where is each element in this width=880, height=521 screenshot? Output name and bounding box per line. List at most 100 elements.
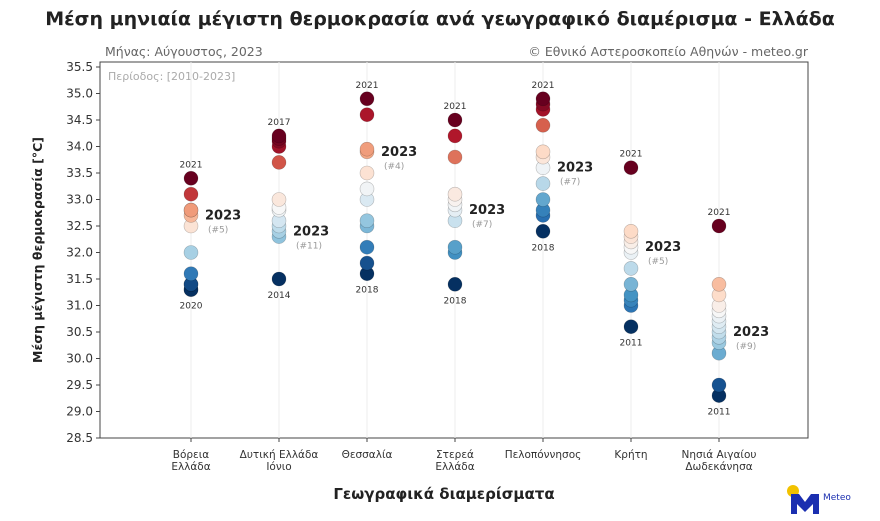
x-tick-label: Ελλάδα: [435, 461, 474, 473]
subtitle-month: Μήνας: Αύγουστος, 2023: [105, 44, 263, 59]
data-point: [183, 171, 199, 186]
data-point: [623, 319, 639, 335]
y-axis-label: Μέση μέγιστη θερμοκρασία [°C]: [30, 137, 45, 363]
data-point: [359, 181, 375, 197]
meteo-logo: Meteo: [785, 484, 875, 516]
data-point: [183, 186, 199, 202]
data-point: [711, 377, 727, 393]
y-tick-label: 29.5: [66, 378, 93, 392]
data-point: [535, 176, 551, 191]
x-tick-label: Βόρεια: [173, 449, 210, 461]
data-point: [711, 276, 727, 292]
y-tick-label: 35.0: [66, 87, 93, 101]
y-tick-label: 30.0: [66, 352, 93, 366]
data-point: [447, 276, 463, 292]
subtitle-credit: © Εθνικό Αστεροσκοπείο Αθηνών - meteo.gr: [528, 44, 808, 59]
data-point: [711, 218, 727, 234]
max-year-label: 2021: [356, 81, 379, 91]
max-year-label: 2021: [444, 102, 467, 112]
data-point: [447, 239, 463, 255]
max-year-label: 2021: [708, 208, 731, 218]
data-point: [359, 255, 375, 271]
data-point: [183, 245, 199, 260]
highlight-rank-label: (#7): [560, 178, 580, 188]
data-point: [183, 202, 199, 218]
y-tick-label: 35.5: [66, 60, 93, 74]
highlight-year-label: 2023: [469, 203, 505, 218]
max-year-label: 2017: [268, 118, 291, 128]
data-point: [359, 213, 375, 228]
svg-text:Meteo: Meteo: [823, 493, 851, 503]
max-year-label: 2021: [620, 150, 643, 160]
y-tick-label: 28.5: [66, 431, 93, 445]
highlight-year-label: 2023: [557, 161, 593, 176]
data-point: [359, 239, 375, 255]
highlight-rank-label: (#9): [736, 342, 756, 352]
y-tick-label: 34.5: [66, 113, 93, 127]
y-tick-label: 29.0: [66, 405, 93, 419]
min-year-label: 2011: [708, 408, 731, 418]
y-tick-label: 31.0: [66, 299, 93, 313]
max-year-label: 2021: [532, 81, 555, 91]
data-point: [623, 261, 639, 276]
highlight-year-label: 2023: [733, 325, 769, 340]
highlight-rank-label: (#4): [384, 162, 404, 172]
highlight-rank-label: (#11): [296, 241, 322, 251]
x-tick-label: Ιόνιο: [266, 461, 291, 473]
highlight-year-label: 2023: [645, 240, 681, 255]
x-tick-label: Δυτική Ελλάδα: [240, 449, 319, 461]
min-year-label: 2014: [268, 291, 291, 301]
chart-title: Μέση μηνιαία μέγιστη θερμοκρασία ανά γεω…: [45, 8, 835, 30]
data-point: [359, 165, 375, 181]
data-point: [535, 224, 551, 239]
data-point: [183, 266, 199, 282]
data-point: [359, 91, 375, 107]
data-point: [535, 144, 551, 160]
highlight-rank-label: (#5): [208, 225, 228, 235]
x-tick-label: Νησιά Αιγαίου: [682, 449, 757, 461]
data-point: [271, 192, 287, 207]
min-year-label: 2018: [356, 286, 379, 296]
data-point: [623, 224, 639, 239]
y-tick-label: 32.5: [66, 219, 93, 233]
data-point: [623, 160, 639, 175]
data-point: [447, 112, 463, 128]
x-tick-label: Δωδεκάνησα: [685, 461, 752, 473]
x-axis-label: Γεωγραφικά διαμερίσματα: [333, 485, 554, 503]
data-point: [271, 271, 287, 287]
y-tick-label: 33.0: [66, 193, 93, 207]
y-tick-label: 33.5: [66, 166, 93, 180]
data-point: [623, 276, 639, 292]
y-tick-label: 30.5: [66, 325, 93, 339]
data-point: [535, 118, 551, 133]
data-point: [447, 128, 463, 144]
data-point: [271, 155, 287, 170]
y-tick-label: 32.0: [66, 246, 93, 260]
highlight-rank-label: (#7): [472, 220, 492, 230]
data-point: [359, 141, 375, 157]
min-year-label: 2018: [532, 243, 555, 253]
min-year-label: 2011: [620, 339, 643, 349]
x-tick-label: Στερεά: [436, 449, 474, 461]
highlight-rank-label: (#5): [648, 257, 668, 267]
data-point: [535, 192, 551, 207]
x-tick-label: Θεσσαλία: [342, 449, 393, 461]
x-tick-label: Κρήτη: [614, 449, 647, 461]
min-year-label: 2018: [444, 296, 467, 306]
data-point: [271, 128, 287, 144]
plot-frame: [99, 61, 809, 439]
x-tick-label: Ελλάδα: [171, 461, 210, 473]
highlight-year-label: 2023: [381, 145, 417, 160]
period-annotation: Περίοδος: [2010-2023]: [108, 70, 235, 83]
highlight-year-label: 2023: [205, 208, 241, 223]
data-point: [535, 91, 551, 107]
max-year-label: 2021: [180, 160, 203, 170]
min-year-label: 2020: [180, 302, 203, 312]
y-tick-label: 34.0: [66, 140, 93, 154]
data-point: [359, 107, 375, 122]
y-tick-label: 31.5: [66, 272, 93, 286]
data-point: [447, 186, 463, 202]
highlight-year-label: 2023: [293, 224, 329, 239]
